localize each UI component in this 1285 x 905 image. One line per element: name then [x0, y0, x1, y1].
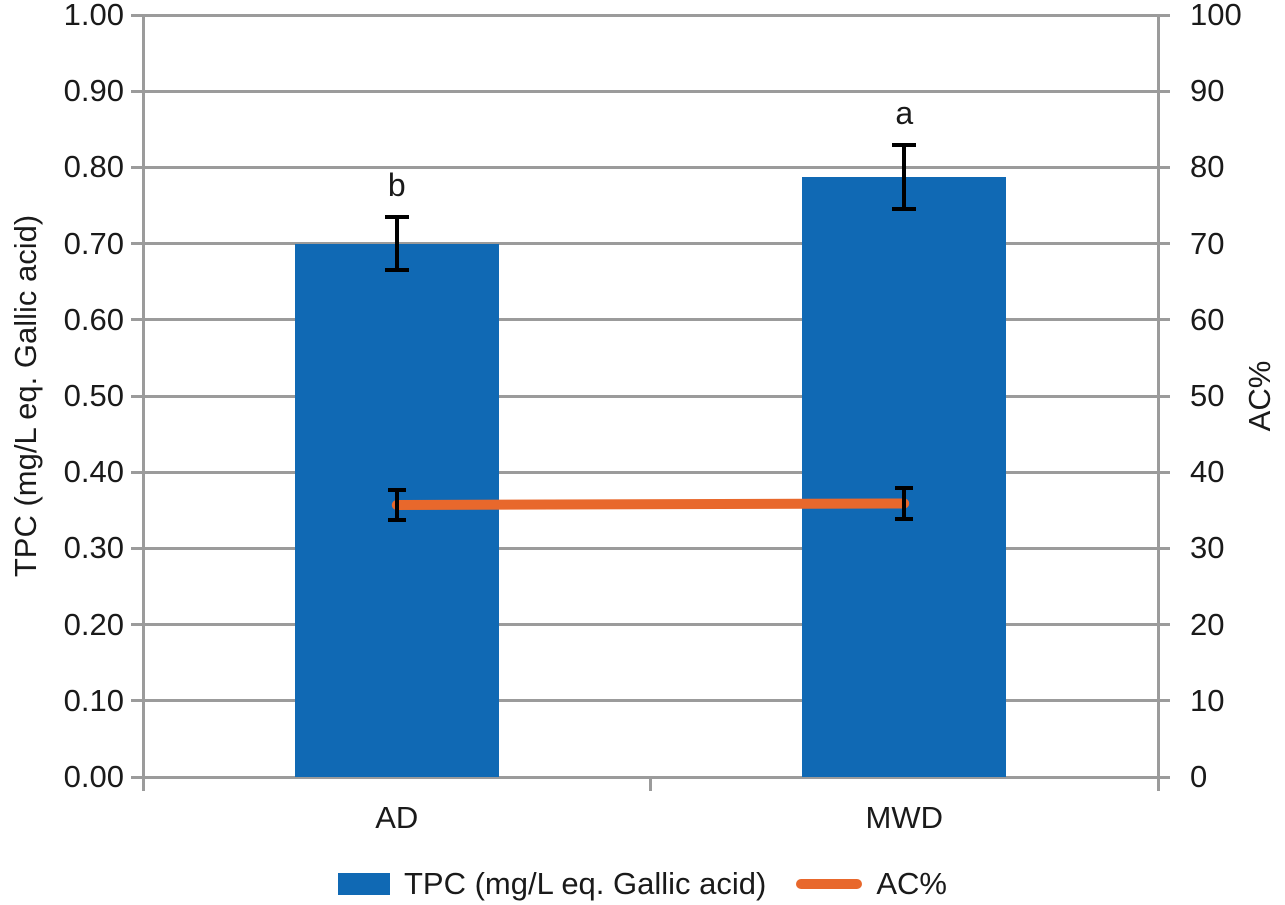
y-tick-label-right: 0 [1190, 759, 1208, 794]
left-axis-line [141, 15, 145, 791]
y-tick-label-right: 30 [1190, 530, 1225, 566]
gridline [131, 470, 1170, 474]
legend-swatch-tpc-bar [338, 873, 390, 895]
gridline [131, 546, 1170, 550]
gridline [131, 13, 1170, 17]
y-tick-label-left: 1.00 [63, 0, 124, 32]
tpc-error-bar [394, 216, 399, 271]
ac-error-cap-top [895, 486, 914, 491]
tpc-error-bar [902, 145, 907, 210]
y-tick-label-left: 0.20 [63, 606, 124, 642]
y-tick-label-left: 0.60 [63, 301, 124, 337]
y-tick-label-right: 20 [1190, 606, 1225, 642]
right-axis-line [1156, 15, 1160, 791]
y-tick-label-left: 0.80 [63, 149, 124, 185]
x-category-label-ad: AD [375, 800, 419, 835]
ac-error-cap-bottom [895, 516, 914, 521]
significance-letter: b [387, 166, 406, 203]
tpc-error-cap-top [892, 143, 917, 148]
gridline [131, 623, 1170, 627]
y-tick-label-left: 0.00 [63, 759, 124, 794]
tpc-error-cap-top [384, 214, 409, 219]
legend-label-ac: AC% [876, 866, 947, 901]
y-tick-label-left: 0.90 [63, 73, 124, 109]
y-tick-label-right: 40 [1190, 454, 1225, 490]
legend-label-tpc: TPC (mg/L eq. Gallic acid) [404, 866, 767, 901]
x-category-label-mwd: MWD [865, 800, 943, 835]
tpc-error-cap-bottom [892, 207, 917, 212]
tpc-error-cap-bottom [384, 268, 409, 273]
y-tick-label-left: 0.50 [63, 378, 124, 413]
x-axis-tick [649, 777, 652, 791]
y-tick-label-left: 0.30 [63, 530, 124, 566]
ac-error-bar [394, 489, 399, 521]
gridline [131, 165, 1170, 169]
gridline [131, 242, 1170, 246]
gridline [131, 699, 1170, 703]
tpc-bar-mwd [802, 177, 1007, 777]
y-tick-label-right: 80 [1190, 149, 1225, 185]
y-tick-label-right: 60 [1190, 301, 1225, 337]
significance-letter: a [895, 95, 914, 132]
legend-swatch-ac-line [796, 879, 863, 889]
y-tick-label-right: 100 [1190, 0, 1242, 32]
legend: TPC (mg/L eq. Gallic acid) AC% [0, 862, 1285, 905]
y-tick-label-left: 0.10 [63, 682, 124, 718]
ac-error-bar [902, 488, 907, 519]
gridline [131, 394, 1170, 398]
gridline [131, 89, 1170, 93]
ac-error-cap-bottom [387, 518, 406, 523]
y-tick-label-right: 50 [1190, 378, 1225, 413]
y-tick-label-right: 90 [1190, 73, 1225, 109]
y-tick-label-right: 10 [1190, 682, 1225, 718]
y-tick-label-left: 0.70 [63, 225, 124, 261]
ac-error-cap-top [387, 487, 406, 492]
y-tick-label-right: 70 [1190, 225, 1225, 261]
gridline [131, 318, 1170, 322]
y-tick-label-left: 0.40 [63, 454, 124, 490]
